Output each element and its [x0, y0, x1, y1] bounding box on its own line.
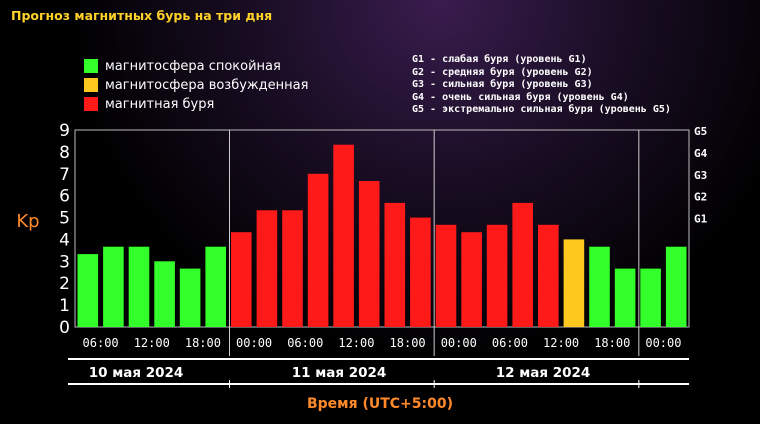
x-tick-11: 18:00: [594, 336, 630, 350]
right-tick-g5: G5: [694, 125, 707, 138]
bar-10: [307, 173, 329, 327]
y-tick-1: 1: [59, 296, 70, 316]
storm-level-g2: G2 - средняя буря (уровень G2): [412, 66, 593, 78]
bar-1: [77, 254, 99, 327]
bar-24: [665, 246, 687, 327]
bar-20: [563, 239, 585, 327]
x-tick-1: 06:00: [83, 336, 119, 350]
x-axis-title: Время (UTC+5:00): [306, 396, 454, 412]
x-tick-8: 00:00: [441, 336, 477, 350]
y-tick-0: 0: [59, 318, 70, 338]
legend-quiet-swatch: [84, 59, 98, 73]
bar-8: [256, 210, 278, 327]
y-tick-2: 2: [59, 274, 70, 294]
plot-frame: [74, 129, 690, 328]
x-tick-9: 06:00: [492, 336, 528, 350]
y-axis-label: Kp: [16, 211, 39, 232]
legend-active-label: магнитосфера возбужденная: [105, 77, 309, 93]
x-tick-5: 06:00: [287, 336, 323, 350]
legend-storm-swatch: [84, 97, 98, 111]
x-tick-12: 00:00: [645, 336, 681, 350]
day-label-3: 12 мая 2024: [496, 365, 591, 381]
page-title: Прогноз магнитных бурь на три дня: [11, 8, 273, 23]
storm-level-g4: G4 - очень сильная буря (уровень G4): [412, 91, 629, 103]
legend-quiet-label: магнитосфера спокойная: [105, 58, 281, 74]
x-tick-7: 18:00: [390, 336, 426, 350]
bar-15: [435, 224, 457, 327]
x-tick-3: 18:00: [185, 336, 221, 350]
storm-level-g1: G1 - слабая буря (уровень G1): [412, 54, 587, 65]
legend-quiet: магнитосфера спокойная: [84, 58, 281, 74]
bar-23: [640, 268, 661, 327]
bar-16: [461, 232, 482, 327]
bar-19: [538, 224, 559, 327]
legend-active-swatch: [84, 78, 98, 92]
x-tick-2: 12:00: [134, 336, 170, 350]
storm-level-g5: G5 - экстремально сильная буря (уровень …: [412, 104, 671, 116]
y-tick-8: 8: [59, 143, 70, 163]
bar-17: [486, 224, 508, 327]
y-tick-7: 7: [59, 165, 70, 185]
y-tick-9: 9: [59, 121, 70, 141]
bar-14: [410, 217, 431, 327]
bar-2: [103, 246, 124, 327]
y-tick-5: 5: [59, 209, 70, 229]
bar-11: [333, 144, 354, 327]
bar-9: [282, 210, 303, 327]
storm-level-list: G1 - слабая буря (уровень G1) G2 - средн…: [412, 54, 671, 117]
y-tick-4: 4: [59, 230, 70, 250]
storm-level-g3: G3 - сильная буря (уровень G3): [412, 79, 593, 91]
bar-5: [179, 268, 201, 327]
legend-storm: магнитная буря: [84, 96, 214, 112]
right-tick-g1: G1: [694, 213, 708, 226]
day-label-1: 10 мая 2024: [89, 365, 184, 381]
bar-18: [512, 202, 533, 327]
legend-active: магнитосфера возбужденная: [84, 77, 308, 93]
bar-21: [589, 246, 610, 327]
bar-7: [231, 232, 252, 327]
bar-13: [384, 202, 406, 327]
right-tick-g2: G2: [694, 191, 707, 204]
y-tick-6: 6: [59, 187, 70, 207]
bar-12: [358, 181, 380, 327]
right-tick-g4: G4: [694, 147, 708, 160]
right-tick-g3: G3: [694, 169, 707, 182]
bar-4: [154, 261, 175, 327]
legend-storm-label: магнитная буря: [105, 96, 215, 112]
x-tick-4: 00:00: [236, 336, 272, 350]
x-tick-10: 12:00: [543, 336, 579, 350]
x-tick-6: 12:00: [338, 336, 374, 350]
bar-3: [128, 246, 150, 327]
bar-6: [205, 246, 226, 327]
bar-22: [614, 268, 636, 327]
y-tick-3: 3: [59, 252, 70, 272]
day-label-2: 11 мая 2024: [292, 365, 387, 381]
